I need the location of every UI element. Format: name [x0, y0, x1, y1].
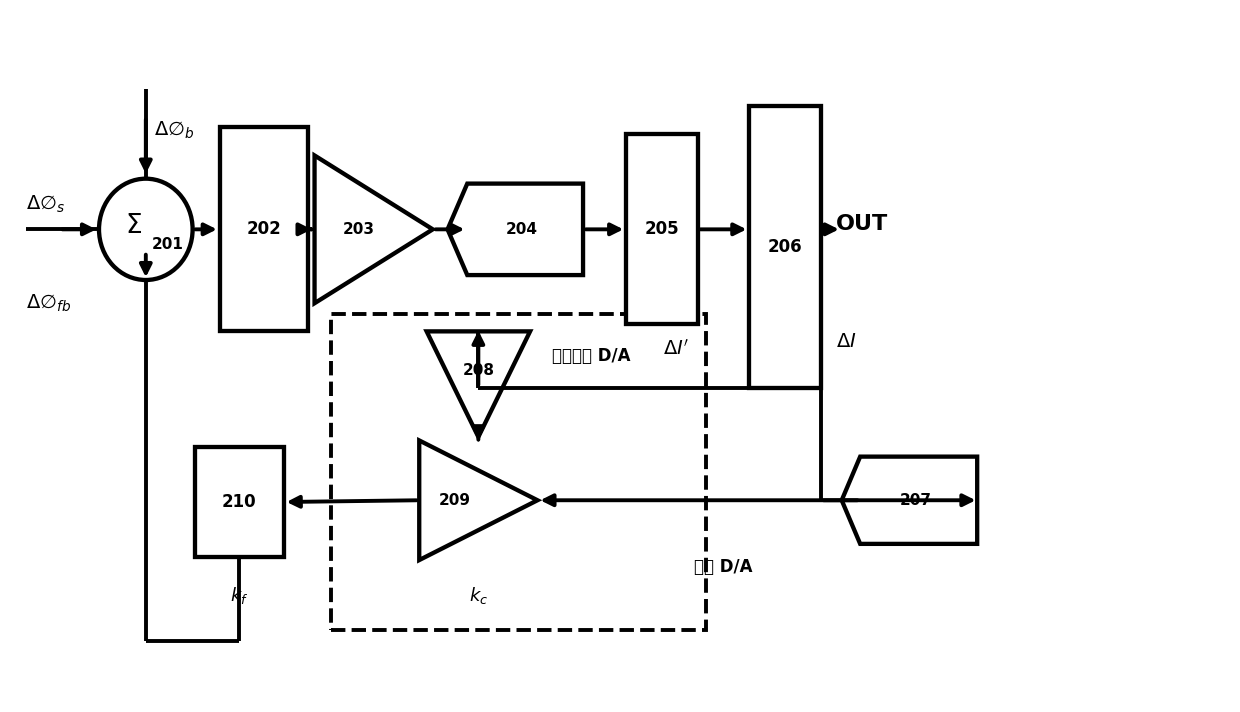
- Polygon shape: [419, 441, 537, 560]
- Text: 反馈 D/A: 反馈 D/A: [694, 558, 753, 576]
- Polygon shape: [315, 155, 433, 303]
- Polygon shape: [842, 456, 977, 544]
- Text: 205: 205: [645, 220, 680, 239]
- Ellipse shape: [99, 179, 192, 280]
- Text: 209: 209: [439, 493, 471, 508]
- Text: 203: 203: [343, 222, 374, 237]
- Text: 202: 202: [247, 220, 281, 239]
- Bar: [749, 106, 821, 387]
- Text: $k_c$: $k_c$: [469, 585, 489, 606]
- Bar: [219, 127, 309, 331]
- Text: OUT: OUT: [836, 214, 888, 234]
- Text: 206: 206: [768, 238, 802, 256]
- Text: $\Delta I'$: $\Delta I'$: [663, 339, 689, 359]
- Text: 207: 207: [899, 493, 931, 508]
- Text: 增益控制 D/A: 增益控制 D/A: [552, 347, 631, 365]
- Text: 201: 201: [153, 237, 184, 252]
- Text: $\Delta I$: $\Delta I$: [836, 333, 856, 352]
- Bar: [331, 314, 707, 630]
- Text: $\Delta\varnothing_b$: $\Delta\varnothing_b$: [155, 120, 195, 142]
- Text: 204: 204: [506, 222, 537, 237]
- Bar: [626, 135, 698, 325]
- Bar: [195, 447, 284, 557]
- Text: $\Sigma$: $\Sigma$: [125, 213, 143, 239]
- Text: $\Delta\varnothing_s$: $\Delta\varnothing_s$: [26, 194, 66, 215]
- Polygon shape: [448, 184, 583, 275]
- Text: $k_f$: $k_f$: [231, 585, 249, 606]
- Text: $\Delta\varnothing_{fb}$: $\Delta\varnothing_{fb}$: [26, 293, 72, 314]
- Polygon shape: [427, 331, 529, 437]
- Text: 208: 208: [463, 362, 495, 377]
- Text: 210: 210: [222, 493, 257, 511]
